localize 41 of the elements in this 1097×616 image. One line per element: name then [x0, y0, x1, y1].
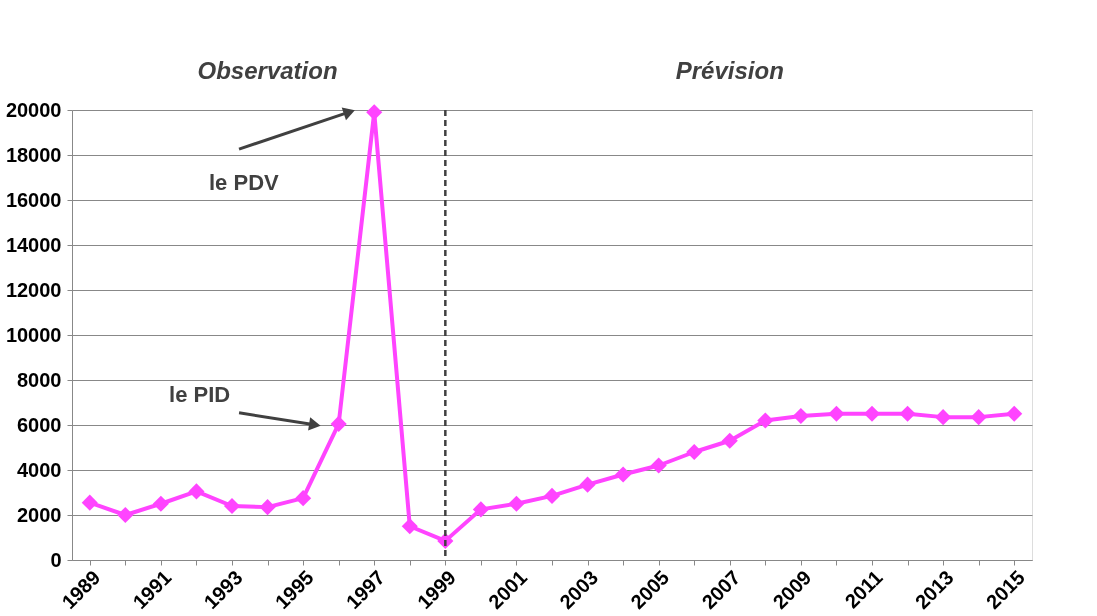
text: Prévision — [675, 57, 784, 84]
point — [259, 499, 276, 516]
y-tick-label: 10000 — [5, 323, 62, 346]
y-tick-label: 2000 — [17, 503, 62, 526]
annotation: le PDV — [208, 169, 280, 195]
point — [81, 494, 98, 511]
y-tick-label: 8000 — [17, 368, 62, 391]
point — [828, 405, 845, 422]
point — [152, 495, 169, 512]
y-tick-label: 4000 — [17, 458, 62, 481]
y-tick-label: 20000 — [5, 98, 62, 121]
annotation: le PID — [169, 382, 231, 408]
point — [686, 443, 703, 461]
y-tick-label: 18000 — [5, 143, 62, 166]
point — [366, 104, 383, 121]
point — [295, 490, 312, 507]
point — [543, 487, 561, 504]
point — [615, 466, 632, 483]
text: Observation — [197, 57, 338, 84]
y-tick-label: 16000 — [5, 188, 62, 211]
point — [401, 518, 418, 535]
y-tick-label: 14000 — [5, 233, 62, 256]
point — [721, 432, 738, 449]
point — [1006, 405, 1023, 422]
point — [792, 407, 809, 425]
point — [970, 409, 987, 426]
y-tick-label: 12000 — [5, 278, 62, 301]
point — [579, 476, 596, 493]
point — [899, 405, 916, 422]
point — [472, 501, 489, 518]
point — [650, 457, 667, 474]
point — [188, 483, 205, 500]
y-tick-label: 6000 — [17, 413, 62, 436]
y-tick-label: 0 — [50, 548, 62, 571]
point — [223, 497, 241, 515]
point — [330, 415, 347, 432]
point — [757, 412, 774, 429]
point — [117, 506, 134, 524]
point — [935, 409, 952, 426]
point — [863, 405, 881, 422]
point — [508, 495, 525, 512]
